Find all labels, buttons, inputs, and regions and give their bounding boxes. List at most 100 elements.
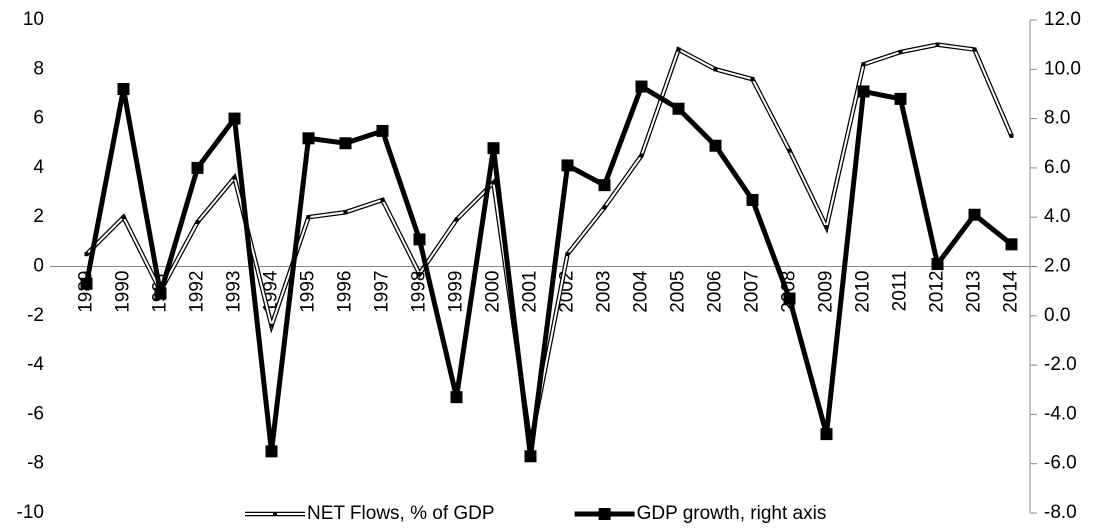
x-tick-label: 2013 [964,271,985,313]
point [269,323,274,328]
point [968,208,981,221]
x-tick-label: 1992 [187,271,208,313]
point [861,62,866,67]
x-tick-label: 2005 [668,271,689,313]
series-line [84,82,1014,457]
point [750,77,755,82]
legend-marker [273,512,277,516]
point [487,142,500,155]
point [639,153,644,158]
point [898,50,903,55]
y-tick-label: 4 [33,157,44,178]
point [602,205,607,210]
y2-tick-label: 0.0 [1044,305,1070,326]
y-tick-label: 6 [33,108,44,129]
series-line-fill [85,43,1013,445]
y-tick-label: -8 [27,453,44,474]
point [598,179,611,192]
legend-label: NET Flows, % of GDP [307,503,495,524]
point [635,80,648,93]
y2-tick-label: 4.0 [1044,206,1070,227]
point [676,47,681,52]
y-tick-label: 8 [33,58,44,79]
point [524,450,537,463]
legend-label: GDP growth, right axis [637,503,827,524]
x-tick-label: 2009 [816,271,837,313]
point [84,252,89,257]
y2-tick-label: -6.0 [1044,453,1077,474]
y2-tick-label: 2.0 [1044,256,1070,277]
x-tick-label: 1990 [113,271,134,313]
x-tick-label: 1997 [372,271,393,313]
y2-tick-label: 8.0 [1044,108,1070,129]
point [413,233,426,246]
y2-tick-label: -2.0 [1044,354,1077,375]
x-tick-label: 1993 [224,271,245,313]
point [713,67,718,72]
x-tick-label: 2001 [520,271,541,313]
point [894,92,907,105]
point [783,292,796,305]
point [454,217,459,222]
x-tick-label: 2014 [1001,270,1022,313]
x-tick-label: 2007 [742,271,763,313]
point [824,225,829,230]
point [709,139,722,152]
point [450,391,463,404]
point [232,175,237,180]
point [561,159,574,172]
y2-tick-label: -4.0 [1044,403,1077,424]
point [1009,133,1014,138]
point [491,180,496,185]
point [306,215,311,220]
point [1005,238,1018,251]
point [820,428,833,441]
point [121,215,126,220]
y-tick-label: -2 [27,305,44,326]
point [746,193,759,206]
y2-tick-label: -8.0 [1044,502,1077,523]
series-line [84,42,1014,445]
x-tick-label: 1999 [446,271,467,313]
point [972,47,977,52]
y2-tick-label: 10.0 [1044,58,1081,79]
x-tick-label: 2003 [594,271,615,313]
y-tick-label: 0 [33,256,44,277]
point [154,287,167,300]
point [265,445,278,458]
point [302,132,315,145]
y2-tick-label: 6.0 [1044,157,1070,178]
y-tick-label: -10 [17,502,44,523]
x-tick-label: 1998 [409,271,430,313]
y-tick-label: 2 [33,206,44,227]
point [931,258,944,271]
point [343,210,348,215]
point [80,277,93,290]
point [228,112,241,125]
x-tick-label: 2010 [853,271,874,313]
point [935,42,940,47]
point [339,137,352,150]
point [787,148,792,153]
x-tick-label: 2012 [927,271,948,313]
x-tick-label: 1995 [298,271,319,313]
y-tick-label: -4 [27,354,44,375]
x-tick-label: 2004 [631,270,652,313]
x-tick-label: 2000 [483,271,504,313]
point [417,271,422,276]
point [672,102,685,115]
y2-tick-label: 12.0 [1044,9,1081,30]
legend-marker [598,508,611,520]
y-tick-label: -6 [27,403,44,424]
point [380,197,385,202]
point [191,161,204,174]
x-tick-label: 1996 [335,271,356,313]
point [376,124,389,137]
point [565,252,570,257]
point [857,85,870,98]
y-tick-label: 10 [23,9,44,30]
point [117,83,130,96]
x-tick-label: 2011 [890,271,911,312]
x-tick-label: 2006 [705,271,726,313]
point [195,220,200,225]
